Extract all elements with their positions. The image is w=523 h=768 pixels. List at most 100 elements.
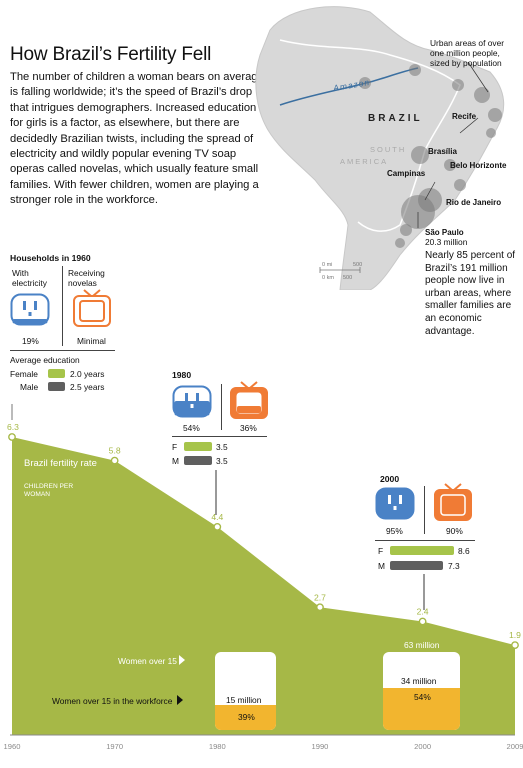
scale-km-label: 0 km	[322, 275, 334, 281]
novelas-value-1960: Minimal	[77, 336, 106, 346]
city-circle	[444, 159, 456, 171]
novelas-value-1980: 36%	[240, 423, 257, 433]
city-circle	[411, 146, 429, 164]
brazil-border	[279, 39, 461, 232]
electric-fill	[174, 401, 210, 416]
electricity-value-1960: 19%	[22, 336, 39, 346]
fertility-point	[418, 617, 427, 626]
panel-divider	[424, 486, 425, 534]
women-arrow	[179, 655, 185, 665]
tv-icon-1980	[230, 381, 268, 419]
education-heading: Average education	[10, 355, 80, 365]
scale-mi-label: 0 mi	[322, 262, 332, 268]
outlet-icon-1980	[172, 385, 212, 418]
electric-fill	[12, 319, 48, 324]
map-note: Nearly 85 percent of Brazil’s 191 millio…	[425, 250, 516, 337]
x-tick-label: 1970	[106, 742, 123, 751]
fertility-point	[8, 433, 16, 441]
women-work-2000: 34 million	[401, 676, 437, 686]
novelas-label: Receiving novelas	[68, 268, 105, 288]
city-label-recife: Recife	[452, 112, 477, 121]
city-circle	[488, 108, 502, 122]
city-label-rio: Rio de Janeiro	[446, 198, 502, 207]
female-education-bar-1980	[184, 442, 212, 451]
year-1980-label: 1980	[172, 370, 192, 380]
continent-label-1: SOUTH	[370, 145, 407, 154]
intro-paragraph: The number of children a woman bears on …	[10, 71, 264, 207]
fertility-data-label: 5.8	[109, 446, 121, 456]
panel-rule	[375, 540, 475, 541]
women-total-2000: 63 million	[404, 640, 440, 650]
fertility-data-label: 2.7	[314, 592, 326, 602]
workforce-fill-2000	[383, 688, 460, 730]
panel-rule	[10, 350, 115, 351]
city-label-brasilia: Brasília	[428, 147, 457, 156]
city-circle	[359, 77, 371, 89]
households-1960-heading: Households in 1960	[10, 253, 91, 263]
tv-icon-2000	[434, 483, 472, 521]
electricity-value-2000: 95%	[386, 526, 403, 536]
south-america-landmass	[255, 6, 505, 290]
x-tick-label: 1990	[312, 742, 329, 751]
city-circle	[486, 128, 496, 138]
women-over-15-label: Women over 15	[118, 656, 177, 666]
brazil-map: 0 mi 500 0 km 500	[255, 6, 505, 290]
fertility-point	[213, 522, 222, 531]
x-tick-label: 2009	[507, 742, 523, 751]
female-label: Female	[10, 369, 38, 379]
workforce-arrow	[177, 695, 183, 705]
female-education-value-2000: 8.6	[458, 546, 470, 556]
x-tick-label: 2000	[414, 742, 431, 751]
fertility-point	[316, 603, 324, 612]
panel-divider	[221, 384, 222, 430]
fertility-data-label: 2.4	[417, 606, 429, 616]
city-label-belo-horizonte: Belo Horizonte	[450, 161, 507, 170]
workforce-fill-1980	[215, 705, 276, 730]
female-label-1980: F	[172, 442, 178, 452]
electricity-label: With electricity	[12, 268, 47, 288]
map-legend: Urban areas of over one million people, …	[430, 38, 505, 68]
tv-fill	[237, 406, 261, 413]
electricity-value-1980: 54%	[183, 423, 200, 433]
city-circle	[409, 64, 421, 76]
fertility-data-label: 1.9	[509, 630, 521, 640]
fertility-data-label: 6.3	[7, 422, 19, 432]
scale-km-value: 500	[343, 275, 352, 281]
female-education-swatch	[48, 369, 65, 378]
female-education-value: 2.0 years	[70, 369, 105, 379]
legend-leader	[467, 61, 489, 93]
male-education-value-2000: 7.3	[448, 561, 460, 571]
women-pct-1980: 39%	[238, 712, 255, 722]
x-tick-label: 1960	[4, 742, 21, 751]
x-tick-label: 1980	[209, 742, 226, 751]
novelas-value-2000: 90%	[446, 526, 463, 536]
female-label-2000: F	[378, 546, 384, 556]
male-education-value: 2.5 years	[70, 382, 105, 392]
women-total-1980: 38 million	[230, 656, 266, 666]
page-title: How Brazil’s Fertility Fell	[10, 44, 212, 65]
tv-icon	[73, 289, 111, 327]
panel-rule	[172, 436, 267, 437]
male-education-bar-1980	[184, 456, 212, 465]
rio-leader	[424, 181, 436, 201]
male-education-value-1980: 3.5	[216, 456, 228, 466]
city-circle	[400, 224, 412, 236]
fertility-series-label: Brazil fertility rate	[24, 458, 97, 469]
fertility-point	[110, 456, 119, 465]
fertility-point	[511, 641, 519, 650]
city-circle	[395, 238, 405, 248]
city-circles	[359, 64, 502, 248]
city-circle	[454, 179, 466, 191]
female-education-bar-2000	[390, 546, 454, 555]
male-education-swatch	[48, 382, 65, 391]
women-pct-2000: 54%	[414, 692, 431, 702]
continent-label-2: AMERICA	[340, 157, 389, 166]
year-2000-label: 2000	[380, 474, 400, 484]
male-education-bar-2000	[390, 561, 443, 570]
city-circle	[452, 79, 464, 91]
panel-divider	[62, 266, 63, 346]
outlet-icon-2000	[375, 487, 415, 520]
city-label-campinas: Campinas	[387, 169, 426, 178]
male-label-2000: M	[378, 561, 385, 571]
male-label-1980: M	[172, 456, 179, 466]
